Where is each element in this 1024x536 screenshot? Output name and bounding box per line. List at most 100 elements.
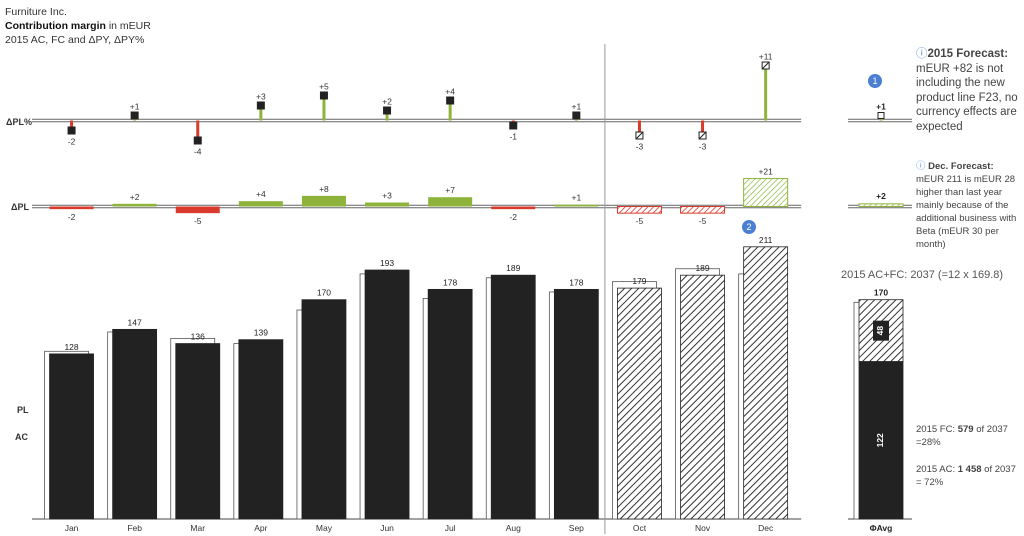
category-label: Jun <box>380 523 394 533</box>
delta-pct-label: +2 <box>382 97 392 107</box>
fc-share-suffix: of 2037 =28% <box>916 424 1008 448</box>
delta-abs-bar <box>365 202 410 207</box>
delta-abs-bar <box>743 178 789 208</box>
delta-pct-label: -3 <box>636 142 644 152</box>
company-name: Furniture Inc. <box>5 6 67 18</box>
avg-delta-pct-label: +1 <box>876 102 886 112</box>
delta-pct-label: +1 <box>571 102 581 112</box>
value-label: 189 <box>506 263 520 273</box>
delta-pct-marker-hatch <box>699 132 706 139</box>
value-label: 128 <box>64 342 78 352</box>
value-label: 139 <box>254 328 268 338</box>
total-note: 2015 AC+FC: 2037 (=12 x 169.8) <box>841 269 1004 281</box>
avg-category-label: ΦAvg <box>870 523 893 533</box>
forecast-bar <box>743 246 789 520</box>
delta-pct-marker <box>446 96 455 105</box>
delta-pct-label: -2 <box>68 137 76 147</box>
avg-delta-abs-label: +2 <box>876 191 886 201</box>
delta-abs-label: -5 <box>194 216 202 226</box>
delta-pct-marker <box>67 126 76 135</box>
row-label-delta-pct: ΔPL% <box>6 117 32 127</box>
chart-subtitle: 2015 AC, FC and ΔPY, ΔPY% <box>5 34 145 46</box>
value-label: 147 <box>128 317 142 327</box>
ac-share-value: 1 458 <box>957 464 982 475</box>
fc-share-value: 579 <box>957 424 974 435</box>
ac-share-prefix: 2015 AC: <box>916 464 958 475</box>
value-label: 170 <box>317 288 331 298</box>
avg-ac-part-label: 122 <box>875 433 885 447</box>
fc-share-prefix: 2015 FC: <box>916 424 958 435</box>
delta-pct-label: +11 <box>759 52 773 62</box>
annotation-badge <box>742 220 756 234</box>
delta-pct-marker <box>193 136 202 145</box>
delta-abs-label: +3 <box>382 191 392 201</box>
value-label: 179 <box>632 276 646 286</box>
value-label: 136 <box>191 332 205 342</box>
delta-abs-bar <box>491 206 536 210</box>
category-label: May <box>316 523 333 533</box>
delta-pct-marker <box>319 91 328 100</box>
info-icon: ⓘ <box>916 48 928 60</box>
category-label: Jan <box>65 523 79 533</box>
ac-share-suffix: of 2037 = 72% <box>916 464 1016 488</box>
forecast-bar <box>680 274 725 520</box>
delta-pct-marker <box>383 106 392 115</box>
actual-bar <box>427 288 473 520</box>
delta-abs-bar <box>301 195 346 207</box>
delta-pct-marker <box>572 111 581 120</box>
avg-delta-pct-marker <box>877 112 885 119</box>
avg-fc-part-label: 48 <box>875 326 885 336</box>
ac-share-note: 2015 AC: 1 458 of 2037 = 72% <box>916 463 1022 489</box>
delta-abs-bar <box>175 206 220 214</box>
delta-abs-bar <box>616 206 662 214</box>
delta-abs-label: +2 <box>130 192 140 202</box>
delta-abs-label: +1 <box>571 193 581 203</box>
avg-delta-abs-bar <box>858 203 904 207</box>
info-icon: ⓘ <box>916 161 926 172</box>
category-label: Jul <box>445 523 456 533</box>
delta-pct-label: -4 <box>194 147 202 157</box>
annotation-badge-number: 1 <box>872 76 877 86</box>
delta-abs-label: -5 <box>699 216 707 226</box>
value-label: 189 <box>695 263 709 273</box>
category-label: Mar <box>190 523 205 533</box>
dec-note-text: mEUR 211 is mEUR 28 higher than last yea… <box>916 174 1017 250</box>
category-label: Dec <box>758 523 774 533</box>
value-label: 193 <box>380 258 394 268</box>
fc-share-note: 2015 FC: 579 of 2037 =28% <box>916 423 1022 449</box>
delta-pct-marker-hatch <box>636 132 643 139</box>
delta-abs-bar <box>680 206 726 214</box>
delta-abs-bar <box>238 201 283 207</box>
actual-bar <box>175 343 221 520</box>
chart-header: Furniture Inc. Contribution margin in mE… <box>5 5 151 47</box>
delta-abs-bar <box>428 197 473 207</box>
chart-title-bold: Contribution margin <box>5 20 106 32</box>
delta-abs-label: +7 <box>445 185 455 195</box>
actual-bar <box>364 269 410 520</box>
delta-pct-label: +5 <box>319 82 329 92</box>
actual-bar <box>553 288 599 520</box>
row-label-ac: AC <box>15 432 28 442</box>
category-label: Oct <box>633 523 647 533</box>
forecast-note-title: 2015 Forecast: <box>927 48 1009 60</box>
forecast-bar <box>617 287 662 520</box>
delta-pct-label: -1 <box>509 132 517 142</box>
row-label-delta-abs: ΔPL <box>11 202 29 212</box>
delta-pct-marker <box>509 121 518 130</box>
value-label: 178 <box>443 277 457 287</box>
value-label: 178 <box>569 277 583 287</box>
delta-pct-label: +4 <box>445 87 455 97</box>
chart-title-unit: in mEUR <box>105 20 151 32</box>
category-label: Aug <box>506 523 521 533</box>
delta-abs-label: -5 <box>636 216 644 226</box>
avg-actual-bar <box>858 361 904 520</box>
delta-abs-label: +21 <box>758 167 773 177</box>
delta-pct-label: +3 <box>256 92 266 102</box>
category-label: Feb <box>127 523 142 533</box>
actual-bar <box>238 339 284 520</box>
dec-forecast-note: ⓘ Dec. Forecast: mEUR 211 is mEUR 28 hig… <box>916 160 1022 251</box>
dec-note-title: Dec. Forecast: <box>928 161 994 172</box>
delta-pct-marker <box>130 111 139 120</box>
value-label: 211 <box>759 235 773 245</box>
